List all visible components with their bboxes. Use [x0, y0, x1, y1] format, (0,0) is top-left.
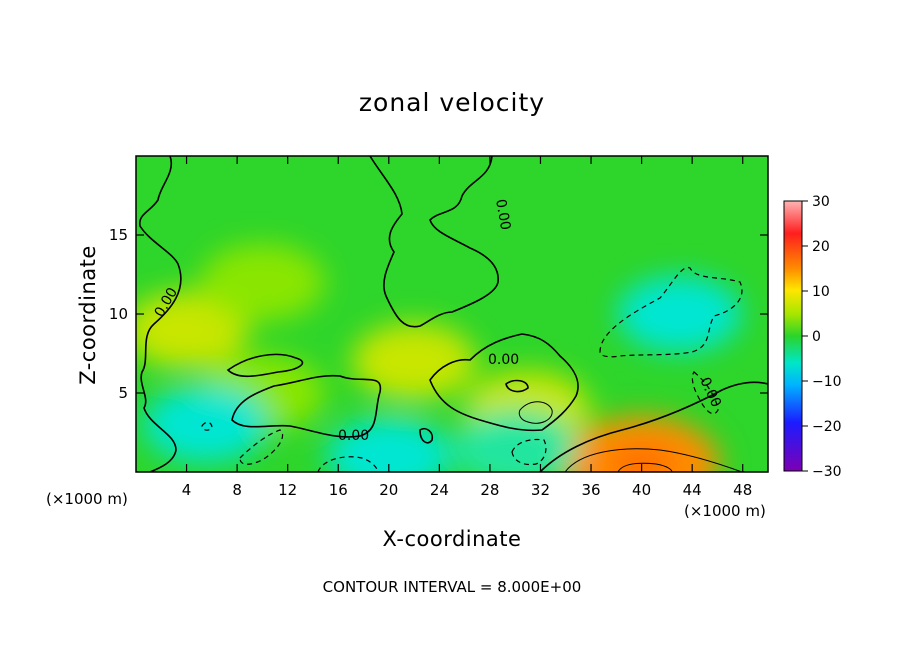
colorbar-label-4: −10 — [812, 374, 842, 390]
x-unit-label-right: (×1000 m) — [684, 502, 766, 520]
x-tick-label-32: 32 — [531, 481, 550, 499]
field-feature-5 — [351, 323, 477, 400]
x-tick-label-12: 12 — [278, 481, 297, 499]
colorbar-ticks: 30 20 10 0 −10 −20 −30 — [802, 194, 842, 480]
field-feature-0 — [563, 416, 720, 472]
contour-center — [369, 156, 499, 328]
negative-contours — [201, 266, 743, 472]
contour-label-4: 0.00 — [492, 198, 513, 231]
colorbar-label-2: 10 — [812, 284, 830, 300]
x-tick-label-20: 20 — [379, 481, 398, 499]
x-axis: 4 8 12 16 20 24 28 32 36 40 44 48 — [182, 156, 752, 499]
contour-neg-right-edge — [691, 371, 719, 415]
contour-neg-right — [599, 266, 743, 358]
colorbar-label-3: 0 — [812, 329, 821, 345]
y-tick-label-10: 10 — [109, 305, 128, 323]
y-tick-label-15: 15 — [109, 226, 128, 244]
y-tick-label-5: 5 — [118, 384, 128, 402]
contour-interval-note: CONTOUR INTERVAL = 8.000E+00 — [322, 578, 582, 596]
contour-warm-mid — [518, 401, 553, 424]
field-feature-3 — [200, 244, 325, 321]
x-unit-label-left: (×1000 m) — [46, 490, 128, 508]
contour-label-2: 0.00 — [338, 428, 369, 444]
colorbar-label-5: −20 — [812, 419, 842, 435]
field-feature-6 — [617, 275, 742, 353]
colorbar-label-1: 20 — [812, 239, 830, 255]
contour-mid — [429, 333, 579, 432]
x-tick-label-36: 36 — [581, 481, 600, 499]
contour-label-3: 0.00 — [488, 352, 519, 368]
contour-warm-core — [617, 462, 673, 472]
contour-neg-small — [201, 421, 213, 431]
x-tick-label-8: 8 — [232, 481, 242, 499]
colorbar-label-6: −30 — [812, 464, 842, 480]
chart-title: zonal velocity — [358, 88, 546, 117]
x-tick-label-40: 40 — [632, 481, 651, 499]
x-tick-label-24: 24 — [430, 481, 449, 499]
warm-contours — [518, 401, 743, 472]
x-tick-label-28: 28 — [480, 481, 499, 499]
colorbar — [783, 200, 803, 472]
contour-left — [139, 156, 182, 472]
x-tick-label-48: 48 — [733, 481, 752, 499]
contour-right — [539, 381, 768, 472]
x-tick-label-16: 16 — [329, 481, 348, 499]
y-axis: 5 10 15 — [109, 226, 768, 402]
contour-small-1 — [419, 427, 434, 444]
zero-contours — [139, 156, 768, 472]
contour-neg-lower-left — [239, 429, 284, 465]
contour-lower-left — [231, 374, 382, 438]
x-tick-label-44: 44 — [683, 481, 702, 499]
contour-warm-outer — [564, 448, 743, 472]
x-axis-label: X-coordinate — [382, 527, 522, 551]
x-tick-label-4: 4 — [182, 481, 192, 499]
contour-neg-bottom — [317, 456, 379, 472]
contour-small-2 — [505, 379, 529, 393]
field-feature-9 — [452, 409, 578, 472]
colorbar-label-0: 30 — [812, 194, 830, 210]
contour-mid-left — [226, 353, 304, 378]
velocity-field — [136, 156, 768, 472]
